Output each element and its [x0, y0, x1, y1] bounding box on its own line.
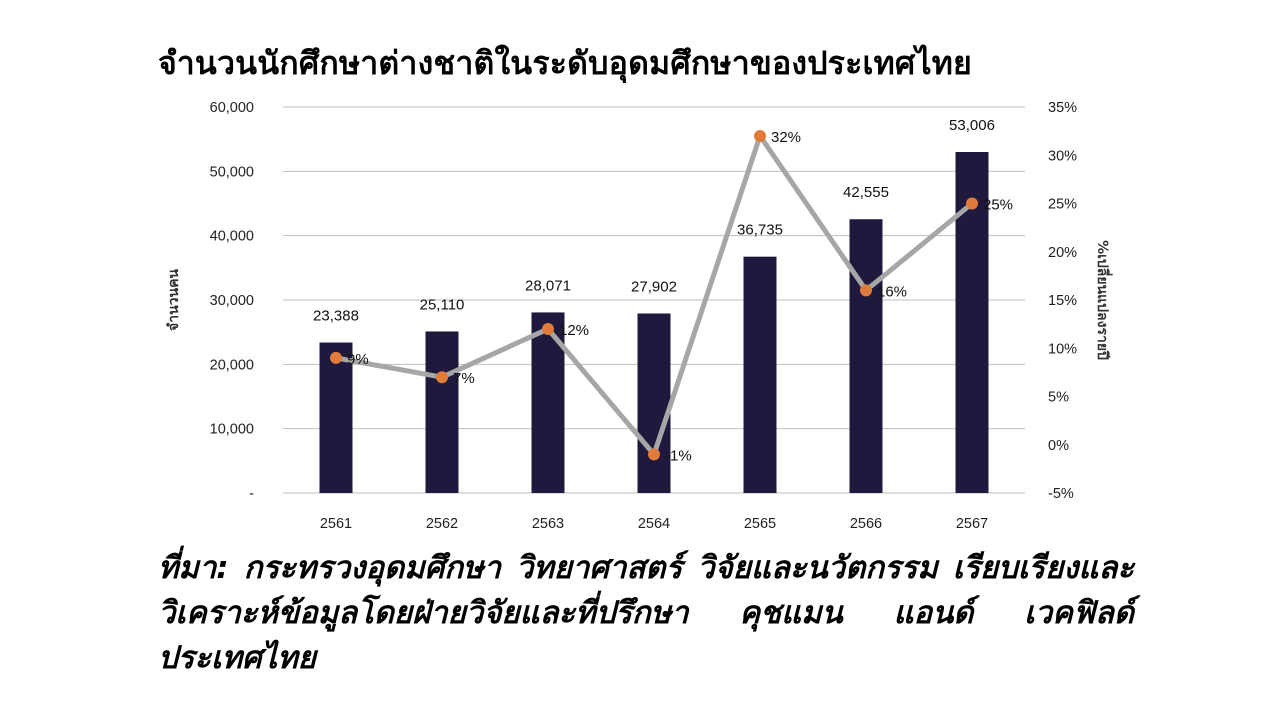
x-tick-label: 2567 [956, 516, 988, 532]
bar [637, 313, 671, 493]
x-tick-label: 2561 [320, 516, 352, 532]
line-point [754, 129, 766, 142]
bar-series [319, 151, 989, 494]
line-point [330, 351, 342, 364]
y2-tick-label: 30% [1048, 148, 1077, 164]
data-labels: 23,388 25,110 28,071 27,902 36,735 42,555 53,0… [313, 117, 1013, 464]
line-value-label: 16% [877, 283, 907, 300]
bar-value-label: 36,735 [737, 222, 783, 239]
y2-tick-label: 20% [1048, 245, 1077, 261]
y2-tick-label: 10% [1048, 341, 1077, 357]
bar-value-label: 23,388 [313, 308, 359, 325]
chart-title: จำนวนนักศึกษาต่างชาติในระดับอุดมศึกษาของ… [158, 44, 972, 82]
x-axis-ticks: 2561 2562 2563 2564 2565 2566 2567 [320, 516, 988, 532]
x-tick-label: 2564 [638, 516, 670, 532]
y-tick-label: - [249, 486, 254, 502]
bar [425, 331, 459, 493]
y2-tick-label: 5% [1048, 390, 1069, 406]
source-note: ที่มา: กระทรวงอุดมศึกษา วิทยาศาสตร์ วิจั… [158, 550, 1134, 676]
y-tick-label: 30,000 [210, 293, 254, 309]
bar [319, 342, 353, 493]
left-axis-ticks: - 10,000 20,000 30,000 40,000 50,000 60,000 [210, 100, 255, 502]
y2-tick-label: 25% [1048, 197, 1077, 213]
bar-value-label: 28,071 [525, 277, 571, 294]
bar-value-label: 53,006 [949, 117, 995, 134]
x-tick-label: 2565 [744, 516, 776, 532]
line-point [436, 371, 448, 384]
y2-tick-label: 0% [1048, 438, 1069, 454]
y2-tick-label: 35% [1048, 100, 1077, 116]
y-tick-label: 50,000 [210, 164, 254, 180]
line-point [860, 284, 872, 297]
bar-value-label: 27,902 [631, 278, 677, 295]
y-tick-label: 60,000 [210, 100, 254, 116]
left-axis-title: จำนวนคน [166, 269, 182, 331]
line-point [966, 197, 978, 210]
line-value-label: 12% [559, 322, 589, 339]
line-value-label: -1% [665, 447, 692, 464]
line-point [648, 448, 660, 461]
y-tick-label: 40,000 [210, 229, 254, 245]
line-series [330, 129, 978, 461]
right-axis-title: %เปลี่ยนแปลงรายปี [1094, 240, 1113, 360]
y-tick-label: 20,000 [210, 357, 254, 373]
line-value-label: 9% [347, 351, 369, 368]
line-value-label: 7% [453, 370, 475, 387]
line-point [542, 322, 554, 335]
x-tick-label: 2562 [426, 516, 458, 532]
bar-value-label: 42,555 [843, 184, 889, 201]
bar-value-label: 25,110 [420, 296, 465, 313]
y2-tick-label: -5% [1048, 486, 1074, 502]
bar [849, 219, 883, 494]
line-value-label: 25% [983, 197, 1013, 214]
y-tick-label: 10,000 [210, 422, 254, 438]
line-value-label: 32% [771, 129, 801, 146]
x-tick-label: 2566 [850, 516, 882, 532]
x-tick-label: 2563 [532, 516, 564, 532]
right-axis-ticks: -5% 0% 5% 10% 15% 20% 25% 30% 35% [1048, 100, 1077, 502]
bar [743, 256, 777, 493]
y2-tick-label: 15% [1048, 293, 1077, 309]
